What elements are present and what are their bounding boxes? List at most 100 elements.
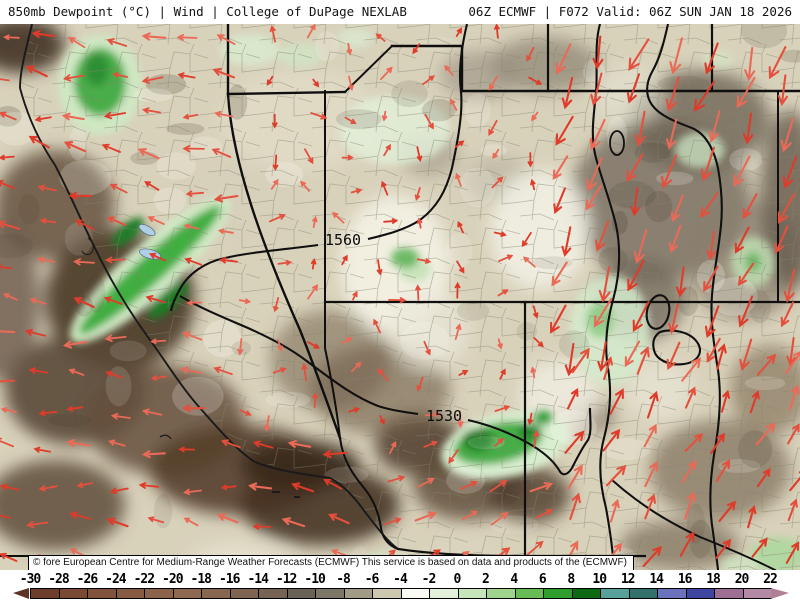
wind-arrow	[312, 392, 318, 408]
wind-arrow	[68, 191, 92, 200]
wind-arrow	[414, 187, 421, 201]
colorbar-tick-label: -22	[133, 572, 156, 587]
wind-arrow	[182, 113, 199, 120]
wind-arrow	[636, 346, 650, 375]
wind-arrow	[252, 440, 274, 449]
wind-arrow	[628, 38, 650, 71]
wind-arrow	[704, 305, 720, 339]
wind-arrow	[684, 386, 696, 409]
wind-arrow	[526, 540, 544, 556]
wind-arrow	[142, 107, 162, 114]
wind-arrow	[144, 181, 160, 191]
colorbar-tick-label: 20	[734, 572, 750, 587]
wind-arrow	[137, 148, 160, 160]
wind-arrow	[148, 252, 166, 262]
wind-arrow	[2, 293, 18, 301]
wind-arrow	[535, 509, 554, 519]
wind-arrow	[644, 460, 658, 488]
wind-arrow	[633, 228, 648, 265]
colorbar-cell	[628, 589, 657, 598]
wind-arrow	[239, 409, 252, 416]
wind-arrow	[417, 477, 435, 488]
wind-arrow	[0, 483, 20, 491]
colorbar-cell	[87, 589, 116, 598]
wind-arrow	[28, 135, 50, 149]
wind-arrow	[268, 213, 287, 223]
colorbar-tick-label: -14	[247, 572, 269, 587]
wind-arrow	[681, 357, 702, 382]
wind-arrow	[494, 405, 511, 412]
wind-arrow	[65, 438, 91, 448]
colorbar-tick-label: -4	[393, 572, 408, 587]
wind-arrow	[67, 37, 86, 48]
wind-arrow	[460, 480, 479, 490]
wind-arrow	[423, 440, 438, 448]
wind-arrow	[186, 300, 203, 306]
colorbar-cell	[457, 589, 486, 598]
wind-arrow	[586, 157, 603, 192]
wind-arrow	[632, 301, 650, 333]
wind-arrow	[736, 76, 756, 109]
colorbar-cell	[315, 589, 344, 598]
wind-arrow	[561, 76, 574, 110]
wind-arrow	[567, 464, 583, 490]
wind-arrow	[755, 422, 776, 446]
wind-arrow	[564, 430, 585, 454]
wind-arrow	[350, 188, 363, 194]
wind-arrow	[266, 75, 274, 86]
colorbar-cell	[571, 589, 600, 598]
wind-arrow	[109, 183, 128, 194]
wind-arrow	[666, 341, 681, 371]
colorbar-tick-label: -2	[421, 572, 437, 587]
wind-arrow	[37, 256, 56, 263]
wind-arrow	[768, 46, 787, 80]
wind-arrow	[237, 338, 244, 356]
wind-arrow	[73, 296, 95, 309]
wind-arrow	[346, 42, 353, 56]
wind-arrow	[564, 342, 576, 377]
colorbar-cell	[58, 589, 87, 598]
wind-arrow	[454, 140, 465, 148]
wind-arrow	[211, 148, 232, 158]
wind-arrow	[448, 448, 459, 464]
wind-arrow	[183, 223, 200, 230]
wind-arrow	[383, 517, 402, 526]
wind-arrow	[213, 366, 233, 376]
colorbar-tick-label: 14	[649, 572, 664, 587]
wind-arrow	[150, 338, 167, 345]
wind-arrow	[76, 482, 93, 488]
wind-arrow	[642, 545, 662, 568]
wind-arrow	[700, 192, 719, 218]
wind-arrow	[675, 266, 686, 298]
wind-arrow	[529, 481, 554, 493]
wind-arrow	[238, 298, 252, 304]
wind-arrow	[0, 512, 11, 519]
wind-arrow	[528, 76, 543, 85]
wind-arrow	[377, 368, 389, 381]
wind-arrow	[605, 464, 627, 487]
wind-arrow	[31, 30, 56, 39]
wind-arrow	[147, 216, 165, 225]
colorbar-right-arrow-icon	[771, 588, 789, 599]
wind-arrow	[24, 328, 46, 337]
wind-arrow	[749, 390, 760, 414]
colorbar-tick-label: -18	[190, 572, 213, 587]
wind-arrow	[147, 516, 165, 524]
wind-arrow	[774, 225, 789, 254]
wind-arrow	[310, 112, 328, 120]
wind-arrow	[593, 297, 613, 328]
wind-arrow	[490, 511, 509, 526]
wind-arrow	[379, 415, 385, 426]
wind-arrow	[566, 387, 579, 410]
colorbar: -30 -28 -26 -24 -22 -20 -18 -16 -14 -12 -10 -8 -6 -4-…	[0, 570, 800, 600]
wind-arrow	[457, 220, 464, 234]
wind-arrow	[571, 347, 590, 374]
wind-arrow	[602, 428, 621, 452]
wind-arrow	[715, 538, 732, 559]
wind-arrow	[533, 429, 540, 448]
colorbar-cell	[229, 589, 258, 598]
wind-arrow	[61, 112, 85, 121]
wind-arrow	[498, 254, 514, 262]
wind-arrow	[109, 487, 129, 495]
wind-arrow	[212, 68, 236, 79]
